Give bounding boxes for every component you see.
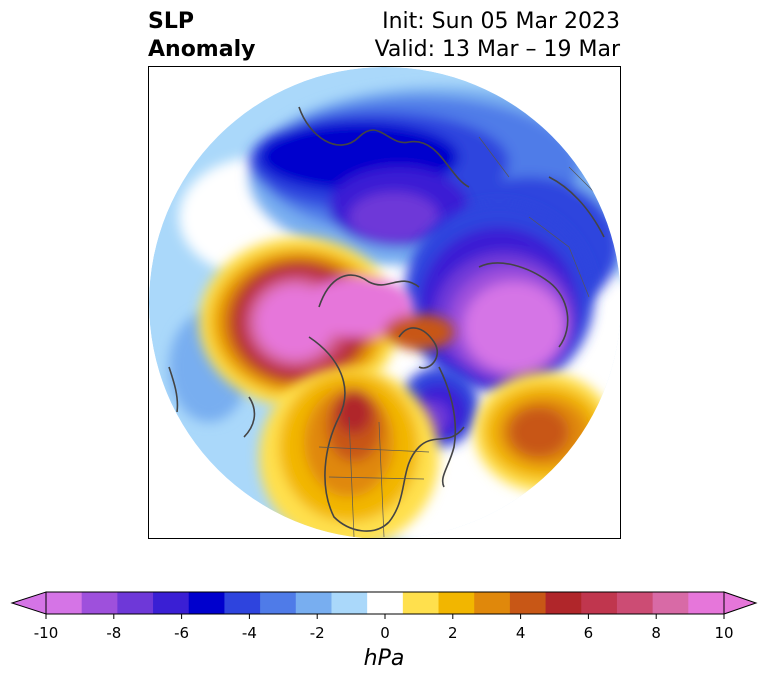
colorbar-swatch	[402, 592, 440, 614]
map-canvas	[149, 67, 620, 538]
north-pacific-high	[474, 372, 614, 492]
colorbar-units: hPa	[363, 646, 405, 671]
colorbar-swatch	[367, 592, 404, 614]
greenland-low	[404, 202, 594, 392]
colorbar-tick-label: -8	[106, 624, 122, 642]
north-america-high	[259, 367, 439, 538]
colorbar-tick-label: 4	[515, 624, 526, 642]
colorbar-swatch	[81, 592, 118, 614]
colorbar-tick-label: -6	[174, 624, 190, 642]
map-title: SLP Anomaly	[148, 8, 255, 64]
colorbar-swatch	[474, 592, 511, 614]
colorbar-swatch	[260, 592, 297, 614]
colorbar-swatch	[188, 592, 225, 614]
colorbar-tick-label: 8	[651, 624, 661, 642]
colorbar	[10, 591, 758, 619]
colorbar-extend-max	[723, 591, 758, 615]
colorbar-swatch	[545, 592, 582, 614]
colorbar-swatch	[153, 592, 190, 614]
colorbar-tick-label: 10	[714, 624, 734, 642]
colorbar-swatch	[438, 592, 475, 614]
colorbar-swatch	[652, 592, 689, 614]
colorbar-swatch	[581, 592, 618, 614]
date-info: Init: Sun 05 Mar 2023 Valid: 13 Mar – 19…	[375, 8, 620, 64]
colorbar-swatch	[688, 592, 725, 614]
colorbar-tick-label: -4	[241, 624, 257, 642]
colorbar-extend-min	[10, 591, 47, 615]
colorbar-swatch	[295, 592, 332, 614]
colorbar-tick-label: -2	[309, 624, 325, 642]
init-date: Init: Sun 05 Mar 2023	[382, 9, 620, 34]
colorbar-swatch	[224, 592, 261, 614]
title-variable-sub: Anomaly	[148, 37, 256, 62]
colorbar-swatch	[331, 592, 368, 614]
colorbar-tick-label: -10	[33, 624, 59, 642]
valid-range: Valid: 13 Mar – 19 Mar	[374, 37, 620, 62]
title-variable: SLP	[148, 9, 194, 34]
colorbar-tick-label: 6	[583, 624, 594, 642]
colorbar-swatch	[117, 592, 154, 614]
colorbar-tick-label: 0	[380, 624, 390, 642]
colorbar-swatch	[46, 592, 83, 614]
slp-anomaly-map	[148, 66, 621, 539]
coastlines	[168, 106, 620, 532]
colorbar-swatch	[616, 592, 654, 614]
colorbar-tick-label: 2	[448, 624, 458, 642]
siberia-high	[199, 237, 454, 407]
hemisphere-field	[149, 67, 620, 538]
colorbar-swatch	[509, 592, 547, 614]
